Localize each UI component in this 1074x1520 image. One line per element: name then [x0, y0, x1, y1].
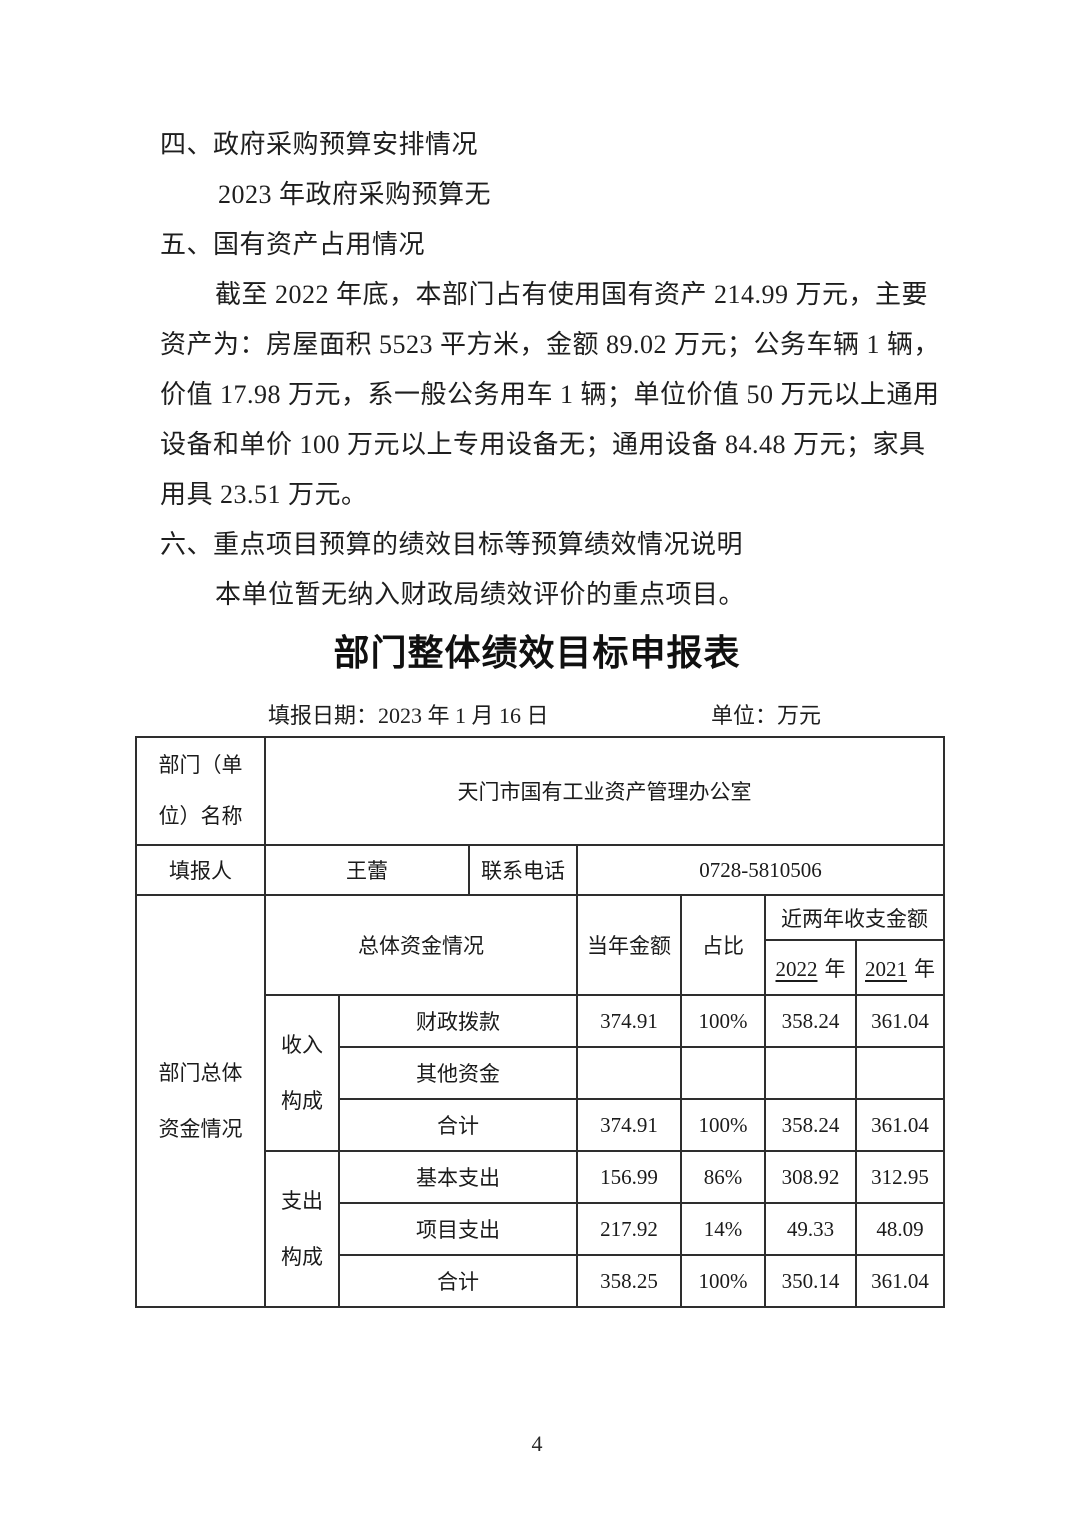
performance-table: 部门（单 位）名称 天门市国有工业资产管理办公室 填报人 王蕾 联系电话 072… [135, 736, 946, 1308]
ratio-cell: 100% [680, 1098, 766, 1152]
y2022-cell: 358.24 [764, 994, 857, 1048]
ratio-cell: 14% [680, 1202, 766, 1256]
section-4-content: 2023 年政府采购预算无 [218, 180, 492, 209]
amount-cell: 358.25 [576, 1254, 682, 1308]
dept-label-line2: 位）名称 [158, 804, 243, 828]
filler-name-cell: 王蕾 [264, 844, 470, 896]
y2021-cell [854, 1046, 946, 1100]
section-6-heading: 六、重点项目预算的绩效目标等预算绩效情况说明 [160, 530, 744, 559]
table-row-dept: 部门（单 位）名称 天门市国有工业资产管理办公室 [135, 736, 946, 846]
amount-cell: 374.91 [576, 1098, 682, 1152]
section-5-line: 价值 17.98 万元，系一般公务用车 1 辆；单位价值 50 万元以上通用 [160, 380, 940, 409]
col-year-2022: 2022 年 [764, 939, 857, 996]
income-group-cell: 收入 构成 [264, 994, 340, 1152]
left-section-cell: 部门总体 资金情况 [135, 894, 266, 1308]
ratio-cell [680, 1046, 766, 1100]
table-row-filler: 填报人 王蕾 联系电话 0728-5810506 [135, 844, 946, 896]
y2022-cell: 350.14 [764, 1254, 857, 1308]
section-5-line: 用具 23.51 万元。 [160, 480, 368, 509]
y2021-cell: 312.95 [854, 1150, 946, 1204]
section-5-line: 资产为：房屋面积 5523 平方米，金额 89.02 万元；公务车辆 1 辆， [160, 330, 941, 359]
amount-cell: 156.99 [576, 1150, 682, 1204]
table-row-header-years: 2022 年 2021 年 [136, 939, 946, 996]
y2021-cell: 361.04 [854, 994, 946, 1048]
amount-cell: 374.91 [576, 994, 682, 1048]
y2021-cell: 361.04 [854, 1254, 946, 1308]
income-group-line1: 收入 [281, 1033, 323, 1057]
expense-group-line2: 构成 [281, 1245, 323, 1269]
y2022-cell: 358.24 [764, 1098, 857, 1152]
row-name-cell: 项目支出 [338, 1202, 578, 1256]
table-row-income-2: 其他资金 [136, 1046, 946, 1100]
form-title: 部门整体绩效目标申报表 [333, 632, 741, 673]
left-section-line2: 资金情况 [158, 1117, 243, 1141]
table-row-header-top: 部门总体 资金情况 总体资金情况 当年金额 占比 近两年收支金额 [135, 894, 946, 1308]
table-row-expense-total: 合计 358.25 100% 350.14 361.04 [136, 1254, 946, 1308]
dept-name-value-cell: 天门市国有工业资产管理办公室 [263, 736, 946, 846]
ratio-cell: 100% [680, 994, 766, 1048]
row-name-cell: 合计 [338, 1254, 578, 1308]
year-2022-number: 2022 [775, 956, 818, 981]
page-number: 4 [531, 1431, 543, 1456]
filler-label-cell: 填报人 [135, 844, 266, 896]
table-row-income-total: 合计 374.91 100% 358.24 361.04 [136, 1098, 946, 1152]
section-5-line: 设备和单价 100 万元以上专用设备无；通用设备 84.48 万元；家具 [160, 430, 926, 459]
row-name-cell: 其他资金 [338, 1046, 578, 1100]
income-group-line2: 构成 [281, 1089, 323, 1113]
section-5-line: 截至 2022 年底，本部门占有使用国有资产 214.99 万元，主要 [215, 280, 929, 309]
left-section-line1: 部门总体 [158, 1061, 243, 1085]
y2021-cell: 361.04 [854, 1098, 946, 1152]
y2022-cell: 308.92 [764, 1150, 857, 1204]
col-ratio: 占比 [680, 894, 766, 996]
body-text: 四、政府采购预算安排情况 2023 年政府采购预算无 五、国有资产占用情况 截至… [160, 120, 941, 620]
year-2021-number: 2021 [865, 956, 908, 981]
expense-group-cell: 支出 构成 [264, 1150, 340, 1308]
ratio-cell: 86% [680, 1150, 766, 1204]
expense-group-line1: 支出 [281, 1189, 323, 1213]
year-2022-suffix: 年 [824, 956, 846, 981]
row-name-cell: 基本支出 [338, 1150, 578, 1204]
form-meta: 填报日期：2023 年 1 月 16 日 单位：万元 [0, 698, 1074, 730]
dept-label-line1: 部门（单 [158, 753, 243, 777]
col-recent-two-years: 近两年收支金额 [763, 894, 946, 941]
col-year-2021: 2021 年 [854, 939, 946, 996]
y2021-cell: 48.09 [854, 1202, 946, 1256]
y2022-cell [764, 1046, 857, 1100]
overall-funds-cell: 总体资金情况 [264, 894, 578, 996]
section-6-content: 本单位暂无纳入财政局绩效评价的重点项目。 [215, 580, 746, 609]
section-5-heading: 五、国有资产占用情况 [160, 230, 426, 259]
ratio-cell: 100% [680, 1254, 766, 1308]
row-name-cell: 财政拨款 [338, 994, 578, 1048]
amount-cell [576, 1046, 682, 1100]
y2022-cell: 49.33 [764, 1202, 857, 1256]
table-row-income-1: 收入 构成 财政拨款 374.91 100% 358.24 361.04 [136, 994, 946, 1152]
dept-name-label-cell: 部门（单 位）名称 [135, 736, 266, 846]
report-date-label: 填报日期：2023 年 1 月 16 日 [268, 703, 549, 728]
section-4-heading: 四、政府采购预算安排情况 [160, 130, 479, 159]
phone-value-cell: 0728-5810506 [575, 844, 946, 896]
col-current-amount: 当年金额 [576, 894, 682, 996]
phone-label-cell: 联系电话 [468, 844, 578, 896]
year-2021-suffix: 年 [914, 956, 936, 981]
table-row-expense-2: 项目支出 217.92 14% 49.33 48.09 [136, 1202, 946, 1256]
row-name-cell: 合计 [338, 1098, 578, 1152]
table-row-expense-1: 支出 构成 基本支出 156.99 86% 308.92 312.95 [136, 1150, 946, 1308]
unit-label: 单位：万元 [711, 703, 822, 728]
amount-cell: 217.92 [576, 1202, 682, 1256]
